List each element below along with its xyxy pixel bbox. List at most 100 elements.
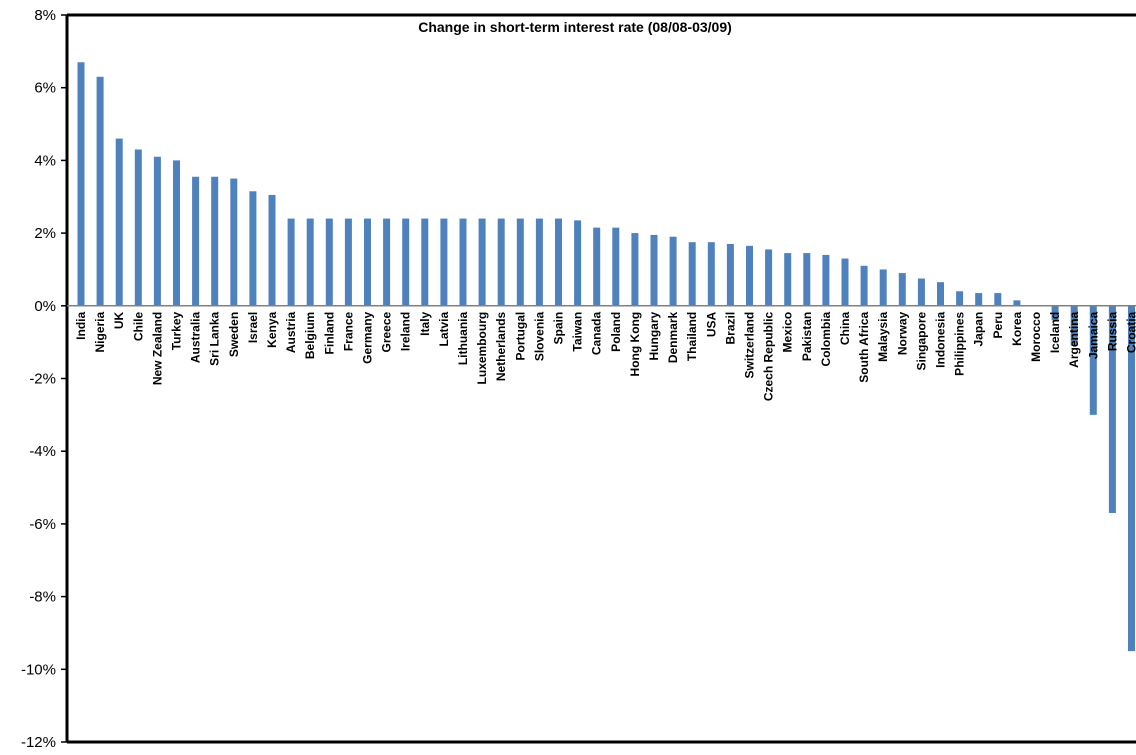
- x-tick-label: Spain: [552, 312, 566, 345]
- x-tick-label: Turkey: [170, 311, 184, 350]
- x-tick-label: Belgium: [303, 312, 317, 359]
- bar-czech-republic: [765, 249, 773, 306]
- bar-philippines: [956, 291, 964, 306]
- bar-kenya: [268, 194, 276, 306]
- bar-austria: [287, 218, 295, 306]
- x-tick-label: Norway: [895, 311, 909, 355]
- bar-switzerland: [746, 245, 753, 306]
- bar-netherlands: [497, 218, 505, 306]
- x-tick-label: Switzerland: [743, 312, 757, 379]
- bar-jamaica: [1089, 305, 1097, 415]
- bar-pakistan: [803, 253, 811, 306]
- bar-sri-lanka: [211, 176, 219, 306]
- bar-russia: [1108, 305, 1116, 513]
- x-tick-label: Latvia: [437, 311, 451, 346]
- x-tick-label: South Africa: [857, 311, 871, 382]
- x-tick-label: Mexico: [781, 312, 795, 353]
- bar-south-africa: [860, 265, 868, 306]
- x-tick-label: Pakistan: [800, 312, 814, 361]
- bar-sweden: [230, 178, 238, 306]
- y-tick-label: -6%: [29, 516, 56, 533]
- x-tick-label: Slovenia: [532, 311, 546, 361]
- x-tick-label: Finland: [322, 312, 336, 355]
- bar-argentina: [1070, 305, 1078, 346]
- x-tick-label: Canada: [590, 311, 604, 355]
- x-tick-label: Colombia: [819, 311, 833, 366]
- x-tick-label: Australia: [189, 311, 203, 363]
- bar-thailand: [688, 242, 696, 306]
- bar-croatia: [1128, 305, 1135, 652]
- bar-israel: [249, 191, 257, 306]
- chart-title: Change in short-term interest rate (08/0…: [418, 19, 732, 35]
- y-tick-label: -12%: [21, 734, 56, 751]
- x-tick-label: Peru: [991, 312, 1005, 339]
- x-tick-label: Czech Republic: [762, 311, 776, 401]
- y-tick-label: -2%: [29, 371, 56, 388]
- x-tick-label: Germany: [361, 311, 375, 363]
- bar-portugal: [516, 218, 524, 306]
- x-tick-label: Brazil: [723, 312, 737, 345]
- x-tick-label: Taiwan: [571, 312, 585, 352]
- bar-norway: [898, 273, 906, 306]
- y-tick-label: 6%: [34, 80, 56, 97]
- x-tick-label: Argentina: [1067, 311, 1081, 367]
- bar-ireland: [402, 218, 410, 306]
- y-tick-label: 4%: [34, 152, 56, 169]
- x-tick-label: Italy: [418, 311, 432, 335]
- bar-denmark: [669, 236, 677, 306]
- bar-brazil: [726, 244, 734, 306]
- y-tick-label: -10%: [21, 661, 56, 678]
- bar-hungary: [650, 234, 658, 306]
- bar-france: [344, 218, 352, 306]
- bar-greece: [383, 218, 391, 306]
- x-tick-label: Philippines: [953, 311, 967, 375]
- y-axis-tick-labels: 8% 6% 4% 2% 0% -2% -4% -6% -8% -10% -12%: [21, 7, 67, 751]
- x-tick-label: Sri Lanka: [208, 311, 222, 365]
- x-tick-label: Kenya: [265, 311, 279, 347]
- y-tick-label: -8%: [29, 589, 56, 606]
- y-tick-label: 8%: [34, 7, 56, 24]
- x-tick-label: France: [341, 311, 355, 351]
- x-tick-label: Jamaica: [1086, 311, 1100, 359]
- x-tick-label: Greece: [380, 311, 394, 352]
- x-tick-label: Portugal: [513, 312, 527, 361]
- x-tick-label: Japan: [972, 312, 986, 347]
- x-tick-label: New Zealand: [150, 312, 164, 385]
- bar-spain: [555, 218, 562, 306]
- bar-italy: [421, 218, 429, 306]
- bar-hong-kong: [631, 233, 639, 306]
- bar-turkey: [173, 160, 180, 306]
- x-tick-label: Singapore: [914, 311, 928, 370]
- bar-lithuania: [459, 218, 467, 306]
- x-tick-label: Malaysia: [876, 311, 890, 361]
- bar-indonesia: [937, 282, 944, 306]
- bar-malaysia: [879, 269, 887, 306]
- x-tick-label: Netherlands: [494, 311, 508, 381]
- x-tick-label: Israel: [246, 312, 260, 343]
- bar-luxembourg: [478, 218, 486, 306]
- x-tick-label: UK: [112, 311, 126, 329]
- bar-new-zealand: [153, 156, 161, 306]
- y-tick-label: -4%: [29, 443, 56, 460]
- x-tick-label: Indonesia: [934, 311, 948, 367]
- x-tick-label: Poland: [609, 312, 623, 352]
- x-tick-label: Sweden: [227, 312, 241, 357]
- bar-china: [841, 258, 849, 306]
- bar-iceland: [1051, 305, 1059, 321]
- bar-usa: [707, 242, 715, 306]
- bar-australia: [192, 176, 200, 306]
- x-tick-label: Lithuania: [456, 311, 470, 365]
- x-tick-label: Austria: [284, 311, 298, 353]
- x-tick-label: Luxembourg: [475, 312, 489, 385]
- bar-nigeria: [96, 76, 104, 306]
- x-tick-label: Iceland: [1048, 312, 1062, 353]
- x-axis-category-labels: India Nigeria UK Chile New Zealand Turkey Aust…: [74, 311, 1136, 401]
- x-tick-label: Ireland: [399, 312, 413, 351]
- x-tick-label: Hungary: [647, 311, 661, 360]
- bar-colombia: [822, 254, 830, 306]
- bar-japan: [975, 293, 983, 306]
- x-tick-label: Chile: [131, 311, 145, 341]
- bar-canada: [593, 227, 601, 306]
- x-tick-label: Thailand: [685, 312, 699, 361]
